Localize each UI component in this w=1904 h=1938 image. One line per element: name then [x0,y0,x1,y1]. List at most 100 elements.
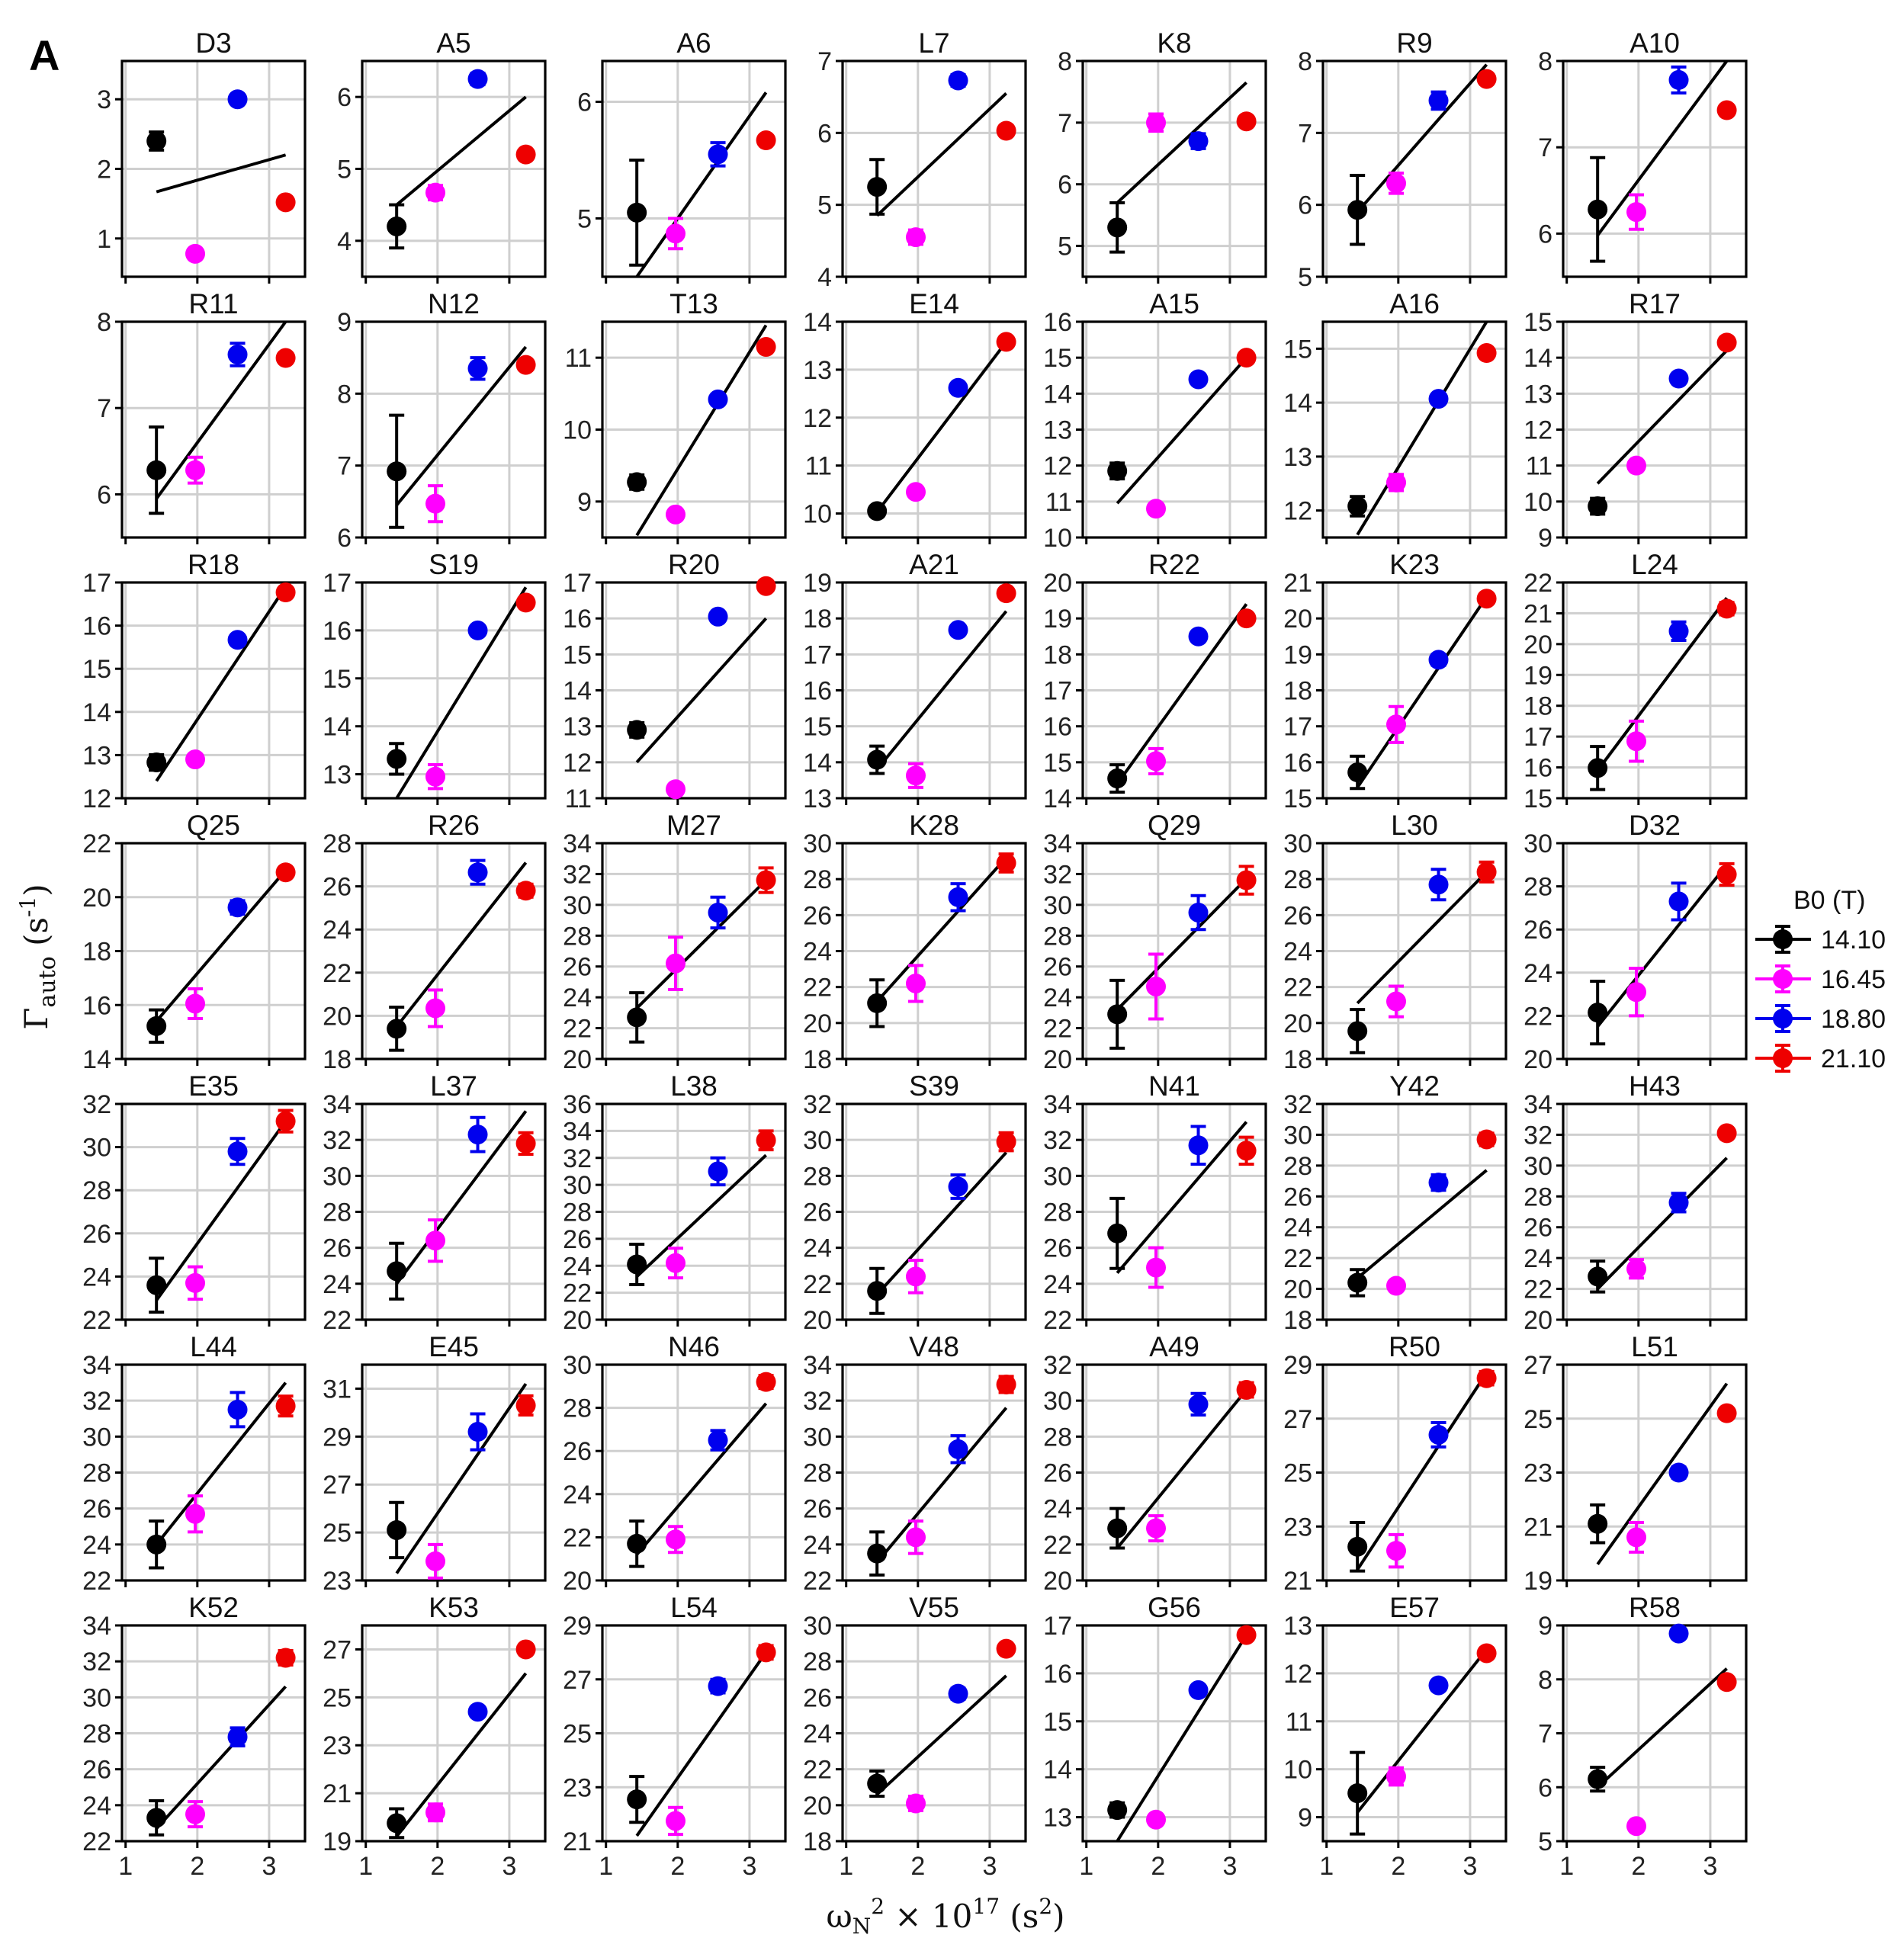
data-point-18.80 [467,358,488,379]
y-tick-label: 26 [563,953,592,982]
y-tick-label: 29 [1283,1351,1312,1380]
y-tick-label: 9 [1538,1612,1552,1641]
y-tick-label: 32 [1524,1121,1552,1150]
fit-line [635,1651,768,1837]
y-tick-label: 9 [1298,1804,1312,1833]
y-tick-label: 28 [803,1459,832,1488]
legend-marker [1773,1009,1793,1028]
fit-line [875,1151,1008,1296]
y-tick-label: 32 [82,1648,111,1676]
y-tick-label: 28 [82,1176,111,1205]
data-point-14.10 [146,1808,167,1828]
data-point-14.10 [146,1275,167,1295]
data-point-14.10 [387,1261,407,1282]
fit-line [1116,878,1248,1011]
y-tick-label: 5 [1298,263,1312,292]
panel-title: K53 [429,1592,479,1623]
x-tick-label: 2 [1391,1852,1405,1881]
data-point-21.10 [756,1130,776,1150]
data-point-14.10 [387,1813,407,1834]
fit-line [1596,597,1729,772]
data-point-21.10 [756,870,776,890]
panel-d32: 20 22 24 26 28 30 D32 [1524,810,1748,1074]
data-point-16.45 [1146,751,1166,772]
y-tick-label: 22 [82,1306,111,1335]
y-tick-label: 28 [323,829,352,858]
data-point-14.10 [1588,1266,1608,1287]
data-point-16.45 [185,993,205,1014]
panel-title: L24 [1631,549,1678,580]
y-tick-label: 26 [82,1220,111,1249]
y-tick-label: 29 [563,1612,592,1641]
fit-line [635,1402,768,1556]
data-point-16.45 [185,1272,205,1293]
y-tick-label: 18 [803,605,832,634]
y-tick-label: 28 [1043,1423,1072,1452]
legend-label: 14.10 [1821,926,1886,955]
y-tick-label: 19 [1043,605,1072,634]
panel-title: R20 [668,549,720,580]
data-point-16.45 [425,766,445,787]
legend-marker [1773,1048,1793,1068]
fit-line [875,91,1007,217]
y-tick-label: 6 [1538,1773,1552,1802]
data-point-16.45 [666,1529,686,1550]
y-tick-label: 6 [1058,171,1072,200]
data-point-21.10 [1476,69,1497,89]
data-point-18.80 [467,1702,488,1722]
y-tick-label: 30 [323,1162,352,1191]
fit-line [155,320,287,500]
y-tick-label: 13 [1524,380,1552,409]
y-tick-label: 8 [97,308,111,337]
y-tick-label: 15 [1043,749,1072,778]
data-point-18.80 [1188,1135,1209,1156]
x-tick-label: 3 [502,1852,516,1881]
y-tick-label: 14 [1043,1756,1072,1785]
y-tick-label: 16 [82,991,111,1020]
data-point-16.45 [1386,991,1406,1012]
data-point-18.80 [467,1422,488,1442]
data-point-21.10 [515,144,536,165]
panel-r22: 14 15 16 17 18 19 20 R22 [1043,549,1267,813]
y-tick-label: 24 [323,916,352,945]
y-tick-label: 22 [82,1567,111,1596]
panel-title: R17 [1629,288,1681,319]
data-point-16.45 [906,227,926,248]
y-tick-label: 8 [1538,47,1552,76]
y-tick-label: 22 [1524,1002,1552,1031]
panel-title: K8 [1157,27,1191,59]
panel-t13: 9 10 11 T13 [563,288,787,544]
panel-frame [1081,59,1267,278]
panel-title: R26 [428,810,480,841]
fit-line [395,586,528,800]
panel-letter: A [29,31,59,79]
fit-line [1596,1382,1729,1565]
data-point-21.10 [756,1642,776,1663]
y-tick-label: 26 [82,1756,111,1785]
y-tick-label: 8 [1298,47,1312,76]
data-point-14.10 [627,1533,647,1554]
panel-title: D3 [195,27,231,59]
y-tick-label: 14 [1043,785,1072,813]
y-tick-label: 34 [82,1351,111,1380]
y-tick-label: 14 [803,749,832,778]
y-tick-label: 6 [1298,191,1312,220]
panel-r11: 6 7 8 R11 [97,288,307,544]
y-tick-label: 19 [1524,1567,1552,1596]
y-axis-title: Γauto (s-1) [15,884,61,1029]
y-tick-label: 6 [577,88,592,117]
y-tick-label: 24 [563,1252,592,1281]
data-point-18.80 [948,1439,968,1459]
data-point-18.80 [708,1430,728,1451]
panel-title: E14 [909,288,959,319]
panel-title: K52 [188,1592,239,1623]
y-tick-label: 15 [323,665,352,694]
panel-title: K28 [909,810,959,841]
data-point-14.10 [1588,199,1608,220]
panel-r20: 11 12 13 14 15 16 17 R20 [563,549,787,813]
data-point-16.45 [1626,982,1646,1003]
x-tick-label: 1 [118,1852,133,1881]
data-point-21.10 [515,1639,536,1660]
data-point-18.80 [948,70,968,91]
